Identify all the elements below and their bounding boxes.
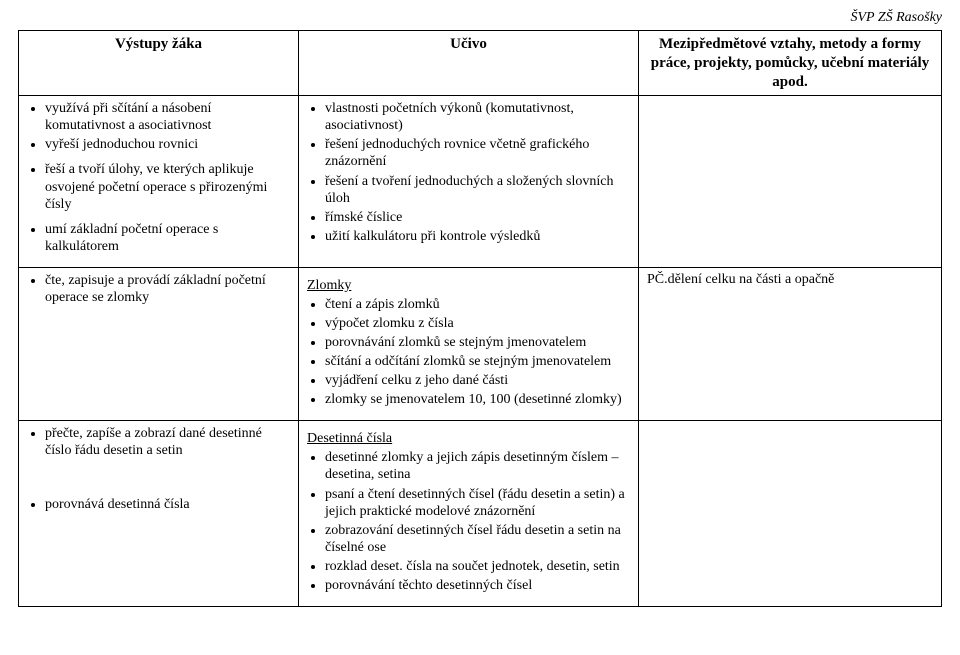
list-item: porovnává desetinná čísla: [45, 496, 290, 513]
col-header-outputs: Výstupy žáka: [19, 31, 299, 96]
left3-list-a: přečte, zapíše a zobrazí dané desetinné …: [27, 425, 290, 459]
cell-left-3: přečte, zapíše a zobrazí dané desetinné …: [19, 421, 299, 607]
list-item: římské číslice: [325, 209, 630, 226]
list-item: umí základní početní operace s kalkuláto…: [45, 221, 290, 255]
relations-text: PČ.dělení celku na části a opačně: [647, 272, 933, 288]
list-item: zobrazování desetinných čísel řádu deset…: [325, 522, 630, 556]
table-header-row: Výstupy žáka Učivo Mezipředmětové vztahy…: [19, 31, 942, 96]
cell-right-1: [639, 96, 942, 268]
list-item: vyřeší jednoduchou rovnici: [45, 136, 290, 153]
list-item: zlomky se jmenovatelem 10, 100 (desetinn…: [325, 391, 630, 408]
left2-list: čte, zapisuje a provádí základní početní…: [27, 272, 290, 306]
cell-mid-3: Desetinná čísla desetinné zlomky a jejic…: [299, 421, 639, 607]
section-title-desetinna: Desetinná čísla: [307, 431, 630, 447]
left1-list-c: umí základní početní operace s kalkuláto…: [27, 221, 290, 255]
doc-header: ŠVP ZŠ Rasošky: [18, 10, 942, 26]
cell-left-2: čte, zapisuje a provádí základní početní…: [19, 267, 299, 420]
cell-right-2: PČ.dělení celku na části a opačně: [639, 267, 942, 420]
cell-right-3: [639, 421, 942, 607]
table-row: využívá při sčítání a násobení komutativ…: [19, 96, 942, 268]
col3-line2: práce, projekty, pomůcky, učební materiá…: [651, 55, 929, 71]
list-item: přečte, zapíše a zobrazí dané desetinné …: [45, 425, 290, 459]
list-item: řešení a tvoření jednoduchých a složenýc…: [325, 173, 630, 207]
list-item: řešení jednoduchých rovnice včetně grafi…: [325, 136, 630, 170]
list-item: desetinné zlomky a jejich zápis desetinn…: [325, 449, 630, 483]
list-item: rozklad deset. čísla na součet jednotek,…: [325, 558, 630, 575]
mid2-list: čtení a zápis zlomků výpočet zlomku z čí…: [307, 296, 630, 408]
col-header-content: Učivo: [299, 31, 639, 96]
list-item: řeší a tvoří úlohy, ve kterých aplikuje …: [45, 161, 290, 212]
cell-mid-1: vlastnosti početních výkonů (komutativno…: [299, 96, 639, 268]
table-row: čte, zapisuje a provádí základní početní…: [19, 267, 942, 420]
list-item: čte, zapisuje a provádí základní početní…: [45, 272, 290, 306]
list-item: sčítání a odčítání zlomků se stejným jme…: [325, 353, 630, 370]
list-item: vlastnosti početních výkonů (komutativno…: [325, 100, 630, 134]
list-item: porovnávání zlomků se stejným jmenovatel…: [325, 334, 630, 351]
page: ŠVP ZŠ Rasošky Výstupy žáka Učivo Mezipř…: [0, 0, 960, 617]
mid3-list: desetinné zlomky a jejich zápis desetinn…: [307, 449, 630, 594]
col3-line3: apod.: [772, 74, 807, 90]
table-row: přečte, zapíše a zobrazí dané desetinné …: [19, 421, 942, 607]
list-item: vyjádření celku z jeho dané části: [325, 372, 630, 389]
left3-list-b: porovnává desetinná čísla: [27, 496, 290, 513]
list-item: výpočet zlomku z čísla: [325, 315, 630, 332]
cell-left-1: využívá při sčítání a násobení komutativ…: [19, 96, 299, 268]
mid1-list: vlastnosti početních výkonů (komutativno…: [307, 100, 630, 245]
section-title-zlomky: Zlomky: [307, 278, 630, 294]
list-item: využívá při sčítání a násobení komutativ…: [45, 100, 290, 134]
curriculum-table: Výstupy žáka Učivo Mezipředmětové vztahy…: [18, 30, 942, 607]
list-item: užití kalkulátoru při kontrole výsledků: [325, 228, 630, 245]
col-header-relations: Mezipředmětové vztahy, metody a formy pr…: [639, 31, 942, 96]
list-item: čtení a zápis zlomků: [325, 296, 630, 313]
list-item: porovnávání těchto desetinných čísel: [325, 577, 630, 594]
list-item: psaní a čtení desetinných čísel (řádu de…: [325, 486, 630, 520]
left1-list-b: řeší a tvoří úlohy, ve kterých aplikuje …: [27, 161, 290, 212]
cell-mid-2: Zlomky čtení a zápis zlomků výpočet zlom…: [299, 267, 639, 420]
col3-line1: Mezipředmětové vztahy, metody a formy: [659, 36, 921, 52]
left1-list: využívá při sčítání a násobení komutativ…: [27, 100, 290, 153]
